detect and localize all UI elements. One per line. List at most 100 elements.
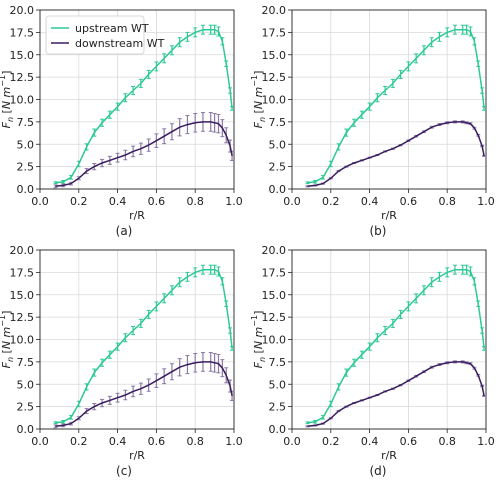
y-tick-label: 20.0: [262, 4, 287, 17]
y-tick-label: 12.5: [262, 71, 287, 84]
x-tick-label: 1.0: [477, 435, 495, 448]
series-line: [307, 361, 485, 428]
plot-frame: [291, 9, 487, 190]
panel-label: (c): [116, 464, 132, 478]
series-line: [55, 268, 233, 424]
y-axis-label: Fn [N m−1]: [0, 311, 15, 369]
y-tick-label: 5.0: [269, 378, 287, 391]
y-axis-label: Fn [N m−1]: [250, 71, 267, 129]
x-axis-label: r/R: [129, 209, 145, 222]
x-tick-label: 0.8: [186, 435, 204, 448]
y-tick-label: 12.5: [10, 311, 35, 324]
x-tick-label: 0.2: [70, 435, 88, 448]
x-axis-label: r/R: [381, 209, 397, 222]
y-tick-label: 5.0: [17, 138, 35, 151]
y-tick-label: 10.0: [10, 334, 35, 347]
x-tick-label: 0.4: [109, 435, 127, 448]
series-upstream-wt: [305, 264, 487, 425]
x-tick-label: 1.0: [477, 195, 495, 208]
panel-label: (b): [370, 224, 387, 238]
chart-panel-a: 0.0 0.2 0.4 0.6 0.8 1.0 0.0 2.5 5.0 7.5 10.0 12.5 15…: [0, 4, 243, 238]
series-downstream-wt: [305, 120, 487, 188]
x-tick-label: 0.2: [322, 195, 340, 208]
y-tick-label: 10.0: [262, 94, 287, 107]
chart-panel-d: 0.0 0.2 0.4 0.6 0.8 1.0 0.0 2.5 5.0 7.5 10.0 12.5 15…: [250, 244, 495, 478]
series-line: [307, 28, 485, 184]
y-tick-label: 7.5: [269, 116, 287, 129]
y-tick-label: 5.0: [17, 378, 35, 391]
y-tick-label: 17.5: [10, 26, 35, 39]
x-tick-label: 0.0: [283, 435, 301, 448]
x-tick-label: 0.6: [148, 435, 166, 448]
x-tick-label: 1.0: [225, 195, 243, 208]
x-tick-label: 1.0: [225, 435, 243, 448]
x-tick-label: 0.0: [283, 195, 301, 208]
series-downstream-wt: [53, 111, 235, 189]
series-upstream-wt: [53, 24, 235, 185]
y-tick-label: 0.0: [17, 183, 35, 196]
y-tick-label: 12.5: [10, 71, 35, 84]
x-tick-label: 0.6: [400, 195, 418, 208]
y-tick-label: 7.5: [269, 356, 287, 369]
x-tick-label: 0.4: [109, 195, 127, 208]
y-tick-label: 10.0: [262, 334, 287, 347]
series-line: [307, 268, 485, 424]
x-tick-label: 0.0: [31, 195, 49, 208]
y-tick-label: 2.5: [269, 401, 287, 414]
plot-frame: [39, 249, 235, 430]
x-tick-label: 0.0: [31, 435, 49, 448]
y-tick-label: 0.0: [17, 423, 35, 436]
legend-entry-label: upstream WT: [75, 22, 149, 35]
x-axis-label: r/R: [381, 449, 397, 462]
y-tick-label: 5.0: [269, 138, 287, 151]
series-upstream-wt: [305, 24, 487, 185]
y-tick-label: 2.5: [17, 161, 35, 174]
legend: upstream WT downstream WT: [45, 15, 165, 55]
y-tick-label: 17.5: [10, 266, 35, 279]
legend-box: [45, 15, 145, 55]
y-axis-label: Fn [N m−1]: [0, 71, 15, 129]
y-tick-label: 0.0: [269, 183, 287, 196]
y-tick-label: 12.5: [262, 311, 287, 324]
x-tick-label: 0.8: [186, 195, 204, 208]
series-downstream-wt: [305, 360, 487, 428]
x-tick-label: 0.8: [438, 195, 456, 208]
x-tick-label: 0.8: [438, 435, 456, 448]
y-tick-label: 20.0: [262, 244, 287, 257]
y-tick-label: 15.0: [10, 289, 35, 302]
panel-label: (a): [116, 224, 133, 238]
y-tick-label: 0.0: [269, 423, 287, 436]
x-tick-label: 0.6: [400, 435, 418, 448]
series-line: [307, 121, 485, 188]
plot-frame: [291, 249, 487, 430]
y-tick-label: 2.5: [269, 161, 287, 174]
y-tick-label: 17.5: [262, 26, 287, 39]
x-tick-label: 0.2: [322, 435, 340, 448]
y-tick-label: 20.0: [10, 244, 35, 257]
y-tick-label: 20.0: [10, 4, 35, 17]
x-axis-label: r/R: [129, 449, 145, 462]
chart-panel-c: 0.0 0.2 0.4 0.6 0.8 1.0 0.0 2.5 5.0 7.5 10.0 12.5 15…: [0, 244, 243, 478]
x-tick-label: 0.2: [70, 195, 88, 208]
y-tick-label: 15.0: [262, 49, 287, 62]
legend-entry-label: downstream WT: [75, 37, 165, 50]
y-tick-label: 7.5: [17, 356, 35, 369]
x-tick-label: 0.4: [361, 195, 379, 208]
x-tick-label: 0.4: [361, 435, 379, 448]
x-tick-label: 0.6: [148, 195, 166, 208]
y-tick-label: 15.0: [262, 289, 287, 302]
plot-frame: [39, 9, 235, 190]
y-tick-label: 7.5: [17, 116, 35, 129]
series-upstream-wt: [53, 264, 235, 425]
y-tick-label: 17.5: [262, 266, 287, 279]
series-line: [55, 28, 233, 184]
series-line: [55, 361, 233, 428]
series-line: [55, 121, 233, 188]
series-downstream-wt: [53, 351, 235, 429]
panel-label: (d): [370, 464, 387, 478]
y-axis-label: Fn [N m−1]: [250, 311, 267, 369]
chart-panel-b: 0.0 0.2 0.4 0.6 0.8 1.0 0.0 2.5 5.0 7.5 10.0 12.5 15…: [250, 4, 495, 238]
y-tick-label: 10.0: [10, 94, 35, 107]
y-tick-label: 2.5: [17, 401, 35, 414]
